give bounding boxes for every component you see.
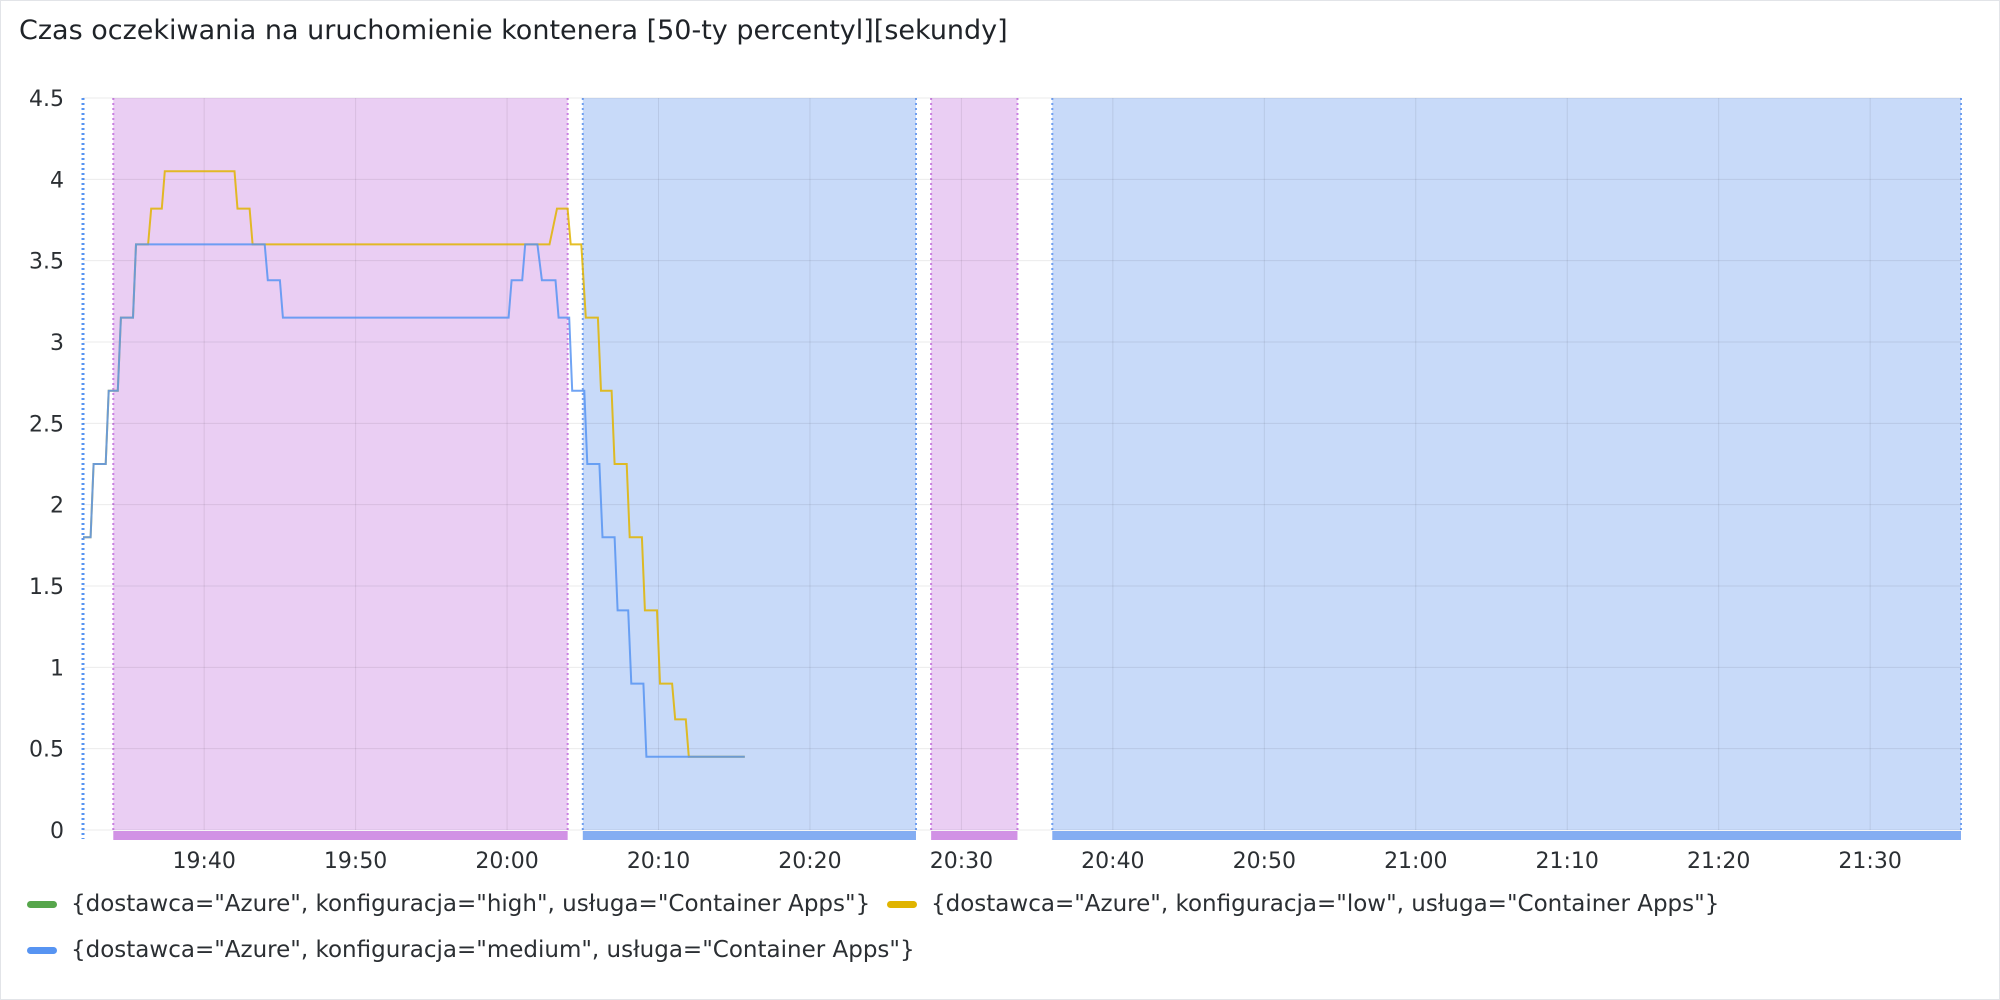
region-marker-1 — [582, 831, 916, 840]
legend-item-low[interactable]: {dostawca="Azure", konfiguracja="low", u… — [887, 891, 1719, 917]
y-tick-label: 3 — [50, 331, 64, 356]
region-marker-3 — [1052, 831, 1961, 840]
legend-swatch-high — [27, 900, 57, 908]
region-band-0 — [113, 98, 568, 830]
region-marker-0 — [113, 831, 568, 840]
y-tick-label: 0.5 — [29, 738, 64, 763]
y-tick-label: 4 — [50, 168, 64, 193]
y-tick-label: 0 — [50, 819, 64, 844]
y-tick-label: 2.5 — [29, 412, 64, 437]
x-tick-label: 20:20 — [778, 849, 841, 874]
y-tick-label: 4.5 — [29, 87, 64, 112]
legend-label-high: {dostawca="Azure", konfiguracja="high", … — [71, 891, 871, 917]
region-band-1 — [582, 98, 916, 830]
x-tick-label: 21:00 — [1384, 849, 1447, 874]
legend-label-medium: {dostawca="Azure", konfiguracja="medium"… — [71, 937, 915, 963]
x-tick-label: 20:00 — [475, 849, 538, 874]
legend-swatch-medium — [27, 946, 57, 954]
chart-title: Czas oczekiwania na uruchomienie kontene… — [19, 15, 1008, 46]
legend-swatch-low — [887, 900, 917, 908]
x-tick-label: 20:30 — [930, 849, 993, 874]
y-tick-label: 2 — [50, 494, 64, 519]
x-tick-label: 19:40 — [172, 849, 235, 874]
x-tick-label: 20:40 — [1081, 849, 1144, 874]
region-band-2 — [931, 98, 1018, 830]
y-tick-label: 1.5 — [29, 575, 64, 600]
y-tick-label: 3.5 — [29, 250, 64, 275]
x-tick-label: 20:50 — [1233, 849, 1296, 874]
region-marker-2 — [931, 831, 1018, 840]
y-tick-label: 1 — [50, 656, 64, 681]
x-tick-label: 21:20 — [1687, 849, 1750, 874]
region-band-3 — [1052, 98, 1961, 830]
x-tick-label: 21:10 — [1536, 849, 1599, 874]
x-tick-label: 19:50 — [324, 849, 387, 874]
legend-label-low: {dostawca="Azure", konfiguracja="low", u… — [931, 891, 1720, 917]
series-line-2 — [83, 243, 745, 758]
x-tick-label: 20:10 — [627, 849, 690, 874]
legend-item-medium[interactable]: {dostawca="Azure", konfiguracja="medium"… — [27, 937, 915, 963]
x-tick-label: 21:30 — [1838, 849, 1901, 874]
legend-item-high[interactable]: {dostawca="Azure", konfiguracja="high", … — [27, 891, 870, 917]
